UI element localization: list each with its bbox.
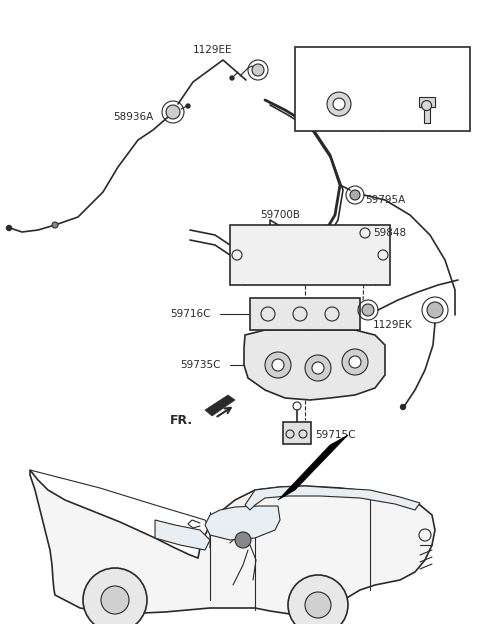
Text: 1129EK: 1129EK bbox=[373, 320, 413, 330]
Circle shape bbox=[288, 575, 348, 624]
Text: 59848: 59848 bbox=[373, 228, 406, 238]
Polygon shape bbox=[205, 506, 280, 540]
Text: 1130FA: 1130FA bbox=[408, 61, 446, 71]
Polygon shape bbox=[30, 470, 435, 614]
Text: FR.: FR. bbox=[170, 414, 193, 426]
Text: 59716C: 59716C bbox=[170, 309, 211, 319]
Circle shape bbox=[166, 105, 180, 119]
Bar bbox=[295, 47, 470, 131]
Polygon shape bbox=[245, 486, 420, 510]
Circle shape bbox=[342, 349, 368, 375]
Text: 58936A: 58936A bbox=[113, 112, 153, 122]
Circle shape bbox=[362, 304, 374, 316]
Circle shape bbox=[235, 532, 251, 548]
Polygon shape bbox=[155, 520, 210, 550]
Text: 59735C: 59735C bbox=[180, 360, 220, 370]
Polygon shape bbox=[278, 435, 348, 500]
Circle shape bbox=[333, 98, 345, 110]
Circle shape bbox=[252, 64, 264, 76]
Circle shape bbox=[272, 359, 284, 371]
Circle shape bbox=[186, 104, 190, 108]
Circle shape bbox=[265, 352, 291, 378]
Circle shape bbox=[350, 190, 360, 200]
Bar bbox=[283, 422, 311, 444]
Circle shape bbox=[101, 586, 129, 614]
Bar bbox=[423, 107, 430, 122]
Circle shape bbox=[83, 568, 147, 624]
Circle shape bbox=[230, 76, 234, 80]
Circle shape bbox=[305, 355, 331, 381]
Circle shape bbox=[400, 404, 406, 409]
Bar bbox=[419, 97, 434, 107]
Text: 1129EE: 1129EE bbox=[193, 45, 232, 55]
Bar bbox=[250, 298, 360, 330]
Circle shape bbox=[327, 92, 351, 116]
Circle shape bbox=[7, 225, 12, 230]
Polygon shape bbox=[244, 330, 385, 400]
Text: 1731JA: 1731JA bbox=[321, 61, 357, 71]
Circle shape bbox=[52, 222, 58, 228]
Circle shape bbox=[349, 356, 361, 368]
Text: 59795A: 59795A bbox=[365, 195, 405, 205]
Circle shape bbox=[421, 100, 432, 110]
Circle shape bbox=[312, 362, 324, 374]
Text: 59715C: 59715C bbox=[315, 430, 356, 440]
Text: 59700B: 59700B bbox=[260, 210, 300, 220]
Circle shape bbox=[305, 592, 331, 618]
Bar bbox=[230, 225, 390, 285]
Circle shape bbox=[427, 302, 443, 318]
Polygon shape bbox=[205, 395, 235, 416]
